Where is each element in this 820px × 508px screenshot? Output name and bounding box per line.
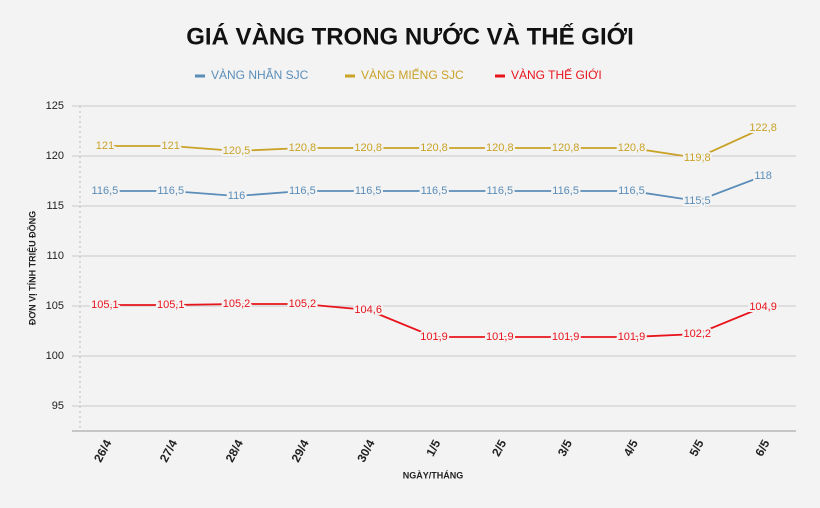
value-label: 121: [162, 140, 180, 152]
value-label: 116,5: [355, 185, 382, 197]
x-tick-label: 6/5: [752, 437, 772, 459]
value-label: 118: [754, 170, 772, 182]
value-label: 116,5: [289, 185, 316, 197]
value-label: 105,2: [223, 298, 251, 310]
y-tick-label: 100: [46, 350, 64, 362]
value-label: 116,5: [157, 185, 184, 197]
y-tick-label: 105: [46, 300, 64, 312]
series-line: [104, 175, 764, 202]
value-label: 120,8: [552, 142, 580, 154]
y-tick-label: 95: [52, 400, 64, 412]
y-tick-label: 125: [46, 100, 64, 112]
value-label: 105,2: [289, 298, 317, 310]
legend-label: VÀNG THẾ GIỚI: [511, 67, 602, 82]
y-tick-label: 110: [46, 250, 64, 262]
x-tick-label: 5/5: [687, 437, 707, 459]
x-tick-label: 4/5: [621, 437, 641, 459]
value-label: 116,5: [486, 185, 513, 197]
x-tick-label: 2/5: [489, 437, 509, 459]
value-label: 116: [228, 190, 246, 202]
x-tick-label: 30/4: [354, 437, 377, 464]
value-label: 101,9: [552, 331, 580, 343]
x-tick-label: 28/4: [223, 437, 246, 464]
x-tick-label: 26/4: [91, 437, 114, 464]
value-label: 116,5: [92, 185, 119, 197]
y-axis-label: ĐƠN VỊ TÍNH TRIỆU ĐỒNG: [26, 211, 37, 325]
series-line: [104, 127, 764, 159]
value-label: 119,8: [684, 152, 711, 164]
x-tick-label: 3/5: [555, 437, 575, 459]
x-tick-label: 29/4: [288, 437, 311, 464]
x-tick-label: 1/5: [423, 437, 443, 459]
value-label: 120,8: [420, 142, 448, 154]
value-label: 115,5: [684, 195, 711, 207]
chart-title: GIÁ VÀNG TRONG NƯỚC VÀ THẾ GIỚI: [186, 22, 634, 50]
value-label: 101,9: [618, 331, 646, 343]
value-label: 101,9: [420, 331, 448, 343]
value-label: 102,2: [684, 328, 712, 340]
value-label: 116,5: [552, 185, 579, 197]
value-label: 105,1: [91, 299, 119, 311]
value-label: 120,8: [354, 142, 382, 154]
series-line: [104, 303, 764, 338]
x-tick-label: 27/4: [157, 437, 180, 464]
value-label: 116,5: [421, 185, 448, 197]
legend-label: VÀNG MIẾNG SJC: [361, 67, 464, 82]
value-label: 105,1: [157, 299, 185, 311]
value-label: 120,5: [223, 145, 251, 157]
value-label: 104,6: [354, 304, 382, 316]
y-tick-label: 120: [46, 150, 64, 162]
legend-label: VÀNG NHẪN SJC: [211, 67, 309, 82]
value-label: 101,9: [486, 331, 514, 343]
y-tick-label: 115: [46, 200, 64, 212]
value-label: 120,8: [486, 142, 514, 154]
value-label: 104,9: [749, 301, 777, 313]
value-label: 116,5: [618, 185, 645, 197]
value-label: 121: [96, 140, 114, 152]
value-label: 120,8: [618, 142, 646, 154]
x-axis-label: NGÀY/THÁNG: [403, 470, 464, 480]
value-label: 120,8: [289, 142, 317, 154]
value-label: 122,8: [749, 122, 777, 134]
